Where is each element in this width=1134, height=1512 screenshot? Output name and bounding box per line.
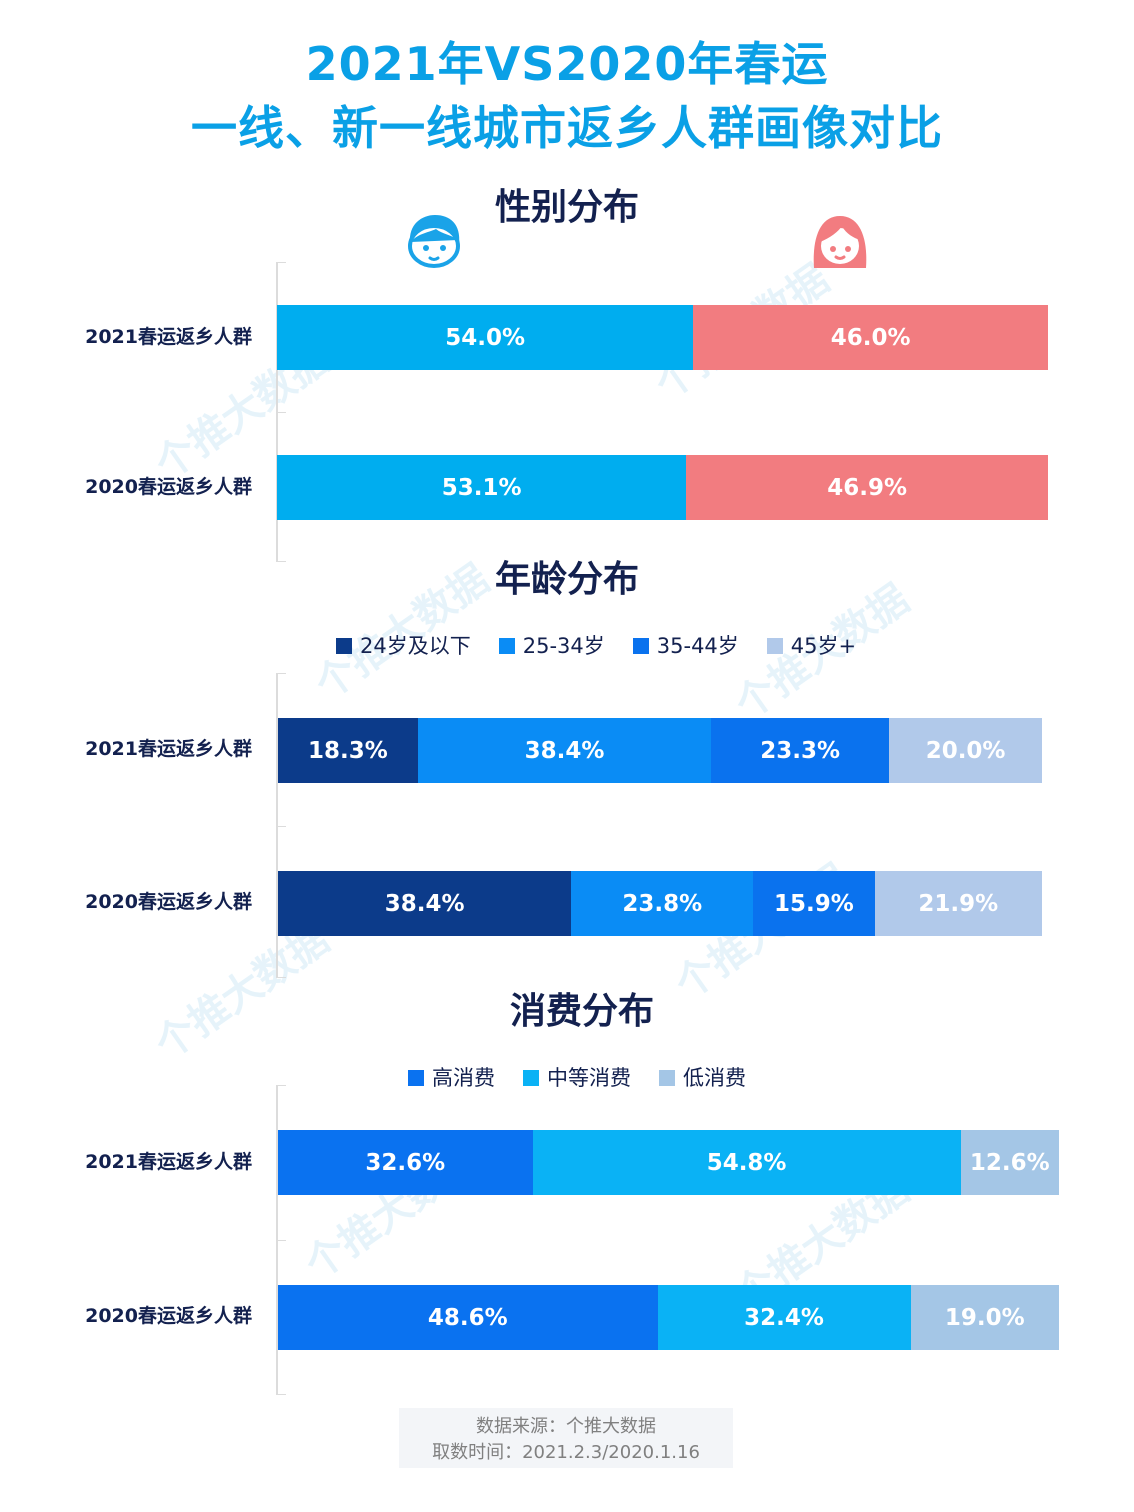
legend-label: 中等消费 — [547, 1066, 631, 1090]
category-label: 2020春运返乡人群 — [85, 476, 252, 498]
legend-label: 高消费 — [432, 1066, 495, 1090]
age-bar-2021: 18.3% 38.4% 23.3% 20.0% — [278, 718, 1042, 783]
legend-swatch — [336, 638, 352, 654]
legend-swatch — [523, 1070, 539, 1086]
gender-segment: 53.1% — [277, 455, 687, 520]
axis-tick — [276, 1240, 286, 1241]
spending-segment: 32.4% — [657, 1285, 911, 1350]
age-segment: 38.4% — [278, 871, 572, 936]
gender-segment: 46.9% — [686, 455, 1048, 520]
legend-label: 25-34岁 — [522, 634, 605, 658]
legend-item: 中等消费 — [523, 1063, 631, 1093]
gender-section-title: 性别分布 — [494, 187, 639, 228]
age-segment: 23.8% — [571, 871, 754, 936]
legend-label: 35-44岁 — [656, 634, 739, 658]
gender-bar-2020: 53.1% 46.9% — [277, 455, 1048, 520]
age-axis — [276, 673, 278, 978]
category-label: 2021春运返乡人群 — [85, 326, 252, 348]
axis-tick — [276, 561, 286, 562]
axis-tick — [276, 1394, 286, 1395]
age-segment: 15.9% — [753, 871, 875, 936]
legend-item: 35-44岁 — [632, 631, 739, 661]
age-segment: 20.0% — [889, 718, 1042, 783]
page-title-line2: 一线、新一线城市返乡人群画像对比 — [191, 101, 943, 155]
age-segment: 23.3% — [711, 718, 890, 783]
girl-face-icon — [813, 216, 867, 268]
category-label: 2021春运返乡人群 — [85, 1151, 252, 1173]
legend-label: 低消费 — [683, 1066, 746, 1090]
gender-segment: 46.0% — [693, 305, 1048, 370]
legend-item: 24岁及以下 — [336, 631, 471, 661]
axis-tick — [276, 826, 286, 827]
spending-segment: 19.0% — [910, 1285, 1059, 1350]
category-label: 2021春运返乡人群 — [85, 738, 252, 760]
axis-tick — [276, 262, 286, 263]
legend-item: 高消费 — [408, 1063, 495, 1093]
page-title-line1: 2021年VS2020年春运 — [305, 37, 829, 91]
gender-bar-2021: 54.0% 46.0% — [277, 305, 1048, 370]
legend-swatch — [408, 1070, 424, 1086]
gender-segment: 54.0% — [277, 305, 694, 370]
axis-tick — [276, 412, 286, 413]
age-segment: 21.9% — [874, 871, 1042, 936]
axis-tick — [276, 1085, 286, 1086]
age-segment: 18.3% — [278, 718, 418, 783]
legend-swatch — [498, 638, 515, 654]
age-section-title: 年龄分布 — [494, 559, 639, 600]
category-label: 2020春运返乡人群 — [85, 1305, 252, 1327]
spending-bar-2021: 32.6% 54.8% 12.6% — [278, 1130, 1059, 1195]
category-label: 2020春运返乡人群 — [85, 891, 252, 913]
legend-swatch — [659, 1070, 675, 1086]
legend-swatch — [766, 638, 783, 654]
age-legend: 24岁及以下 25-34岁 35-44岁 45岁+ — [336, 631, 856, 661]
legend-label: 45岁+ — [790, 634, 857, 658]
legend-item: 低消费 — [659, 1063, 746, 1093]
legend-item: 25-34岁 — [498, 631, 605, 661]
age-segment: 38.4% — [417, 718, 712, 783]
spending-section-title: 消费分布 — [509, 991, 654, 1032]
spending-segment: 54.8% — [532, 1130, 961, 1195]
spending-segment: 48.6% — [278, 1285, 658, 1350]
axis-tick — [276, 977, 286, 978]
spending-legend: 高消费 中等消费 低消费 — [408, 1063, 746, 1093]
legend-label: 24岁及以下 — [360, 634, 471, 658]
data-source-text: 数据来源：个推大数据 — [476, 1416, 656, 1437]
axis-tick — [276, 673, 286, 674]
boy-face-icon — [408, 215, 460, 268]
age-bar-2020: 38.4% 23.8% 15.9% 21.9% — [278, 871, 1042, 936]
data-time-text: 取数时间：2021.2.3/2020.1.16 — [432, 1442, 700, 1463]
spending-segment: 32.6% — [278, 1130, 533, 1195]
data-source-box: 数据来源：个推大数据 取数时间：2021.2.3/2020.1.16 — [399, 1408, 733, 1468]
legend-item: 45岁+ — [766, 631, 857, 661]
legend-swatch — [632, 638, 649, 654]
spending-bar-2020: 48.6% 32.4% 19.0% — [278, 1285, 1059, 1350]
spending-segment: 12.6% — [960, 1130, 1059, 1195]
